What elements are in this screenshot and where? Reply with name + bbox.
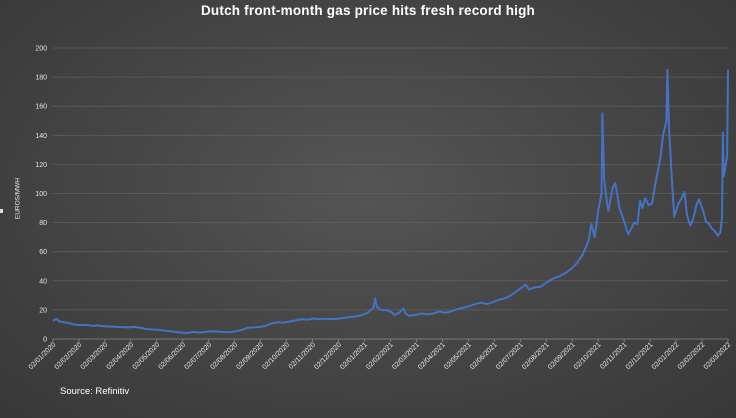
y-tick-label: 120 (35, 162, 47, 169)
source-label: Source: Refinitiv (60, 386, 130, 397)
y-tick-label: 20 (39, 307, 47, 314)
x-tick-label: 02/03/2022 (703, 341, 733, 371)
x-tick-labels: 02/01/202002/02/202002/03/202002/04/2020… (28, 339, 733, 371)
y-tick-label: 160 (35, 104, 47, 111)
series-group (52, 68, 729, 334)
y-tick-label: 80 (39, 220, 47, 227)
x-tick-label: 02/10/2021 (573, 341, 603, 371)
y-tick-label: 200 (35, 46, 47, 53)
y-tick-label: 180 (35, 75, 47, 82)
y-tick-label: 40 (39, 278, 47, 285)
edge-mark (0, 209, 3, 213)
y-tick-labels: 0 20 40 60 80 100 120 140 160 180 200 (35, 46, 47, 344)
y-tick-label: 0 (43, 337, 47, 344)
y-tick-label: 140 (35, 133, 47, 140)
series-line (52, 68, 729, 334)
x-tick-label: 02/10/2020 (261, 341, 291, 371)
y-tick-label: 60 (39, 249, 47, 256)
gridlines (53, 47, 728, 340)
y-tick-label: 100 (35, 191, 47, 198)
chart-title: Dutch front-month gas price hits fresh r… (200, 3, 536, 18)
